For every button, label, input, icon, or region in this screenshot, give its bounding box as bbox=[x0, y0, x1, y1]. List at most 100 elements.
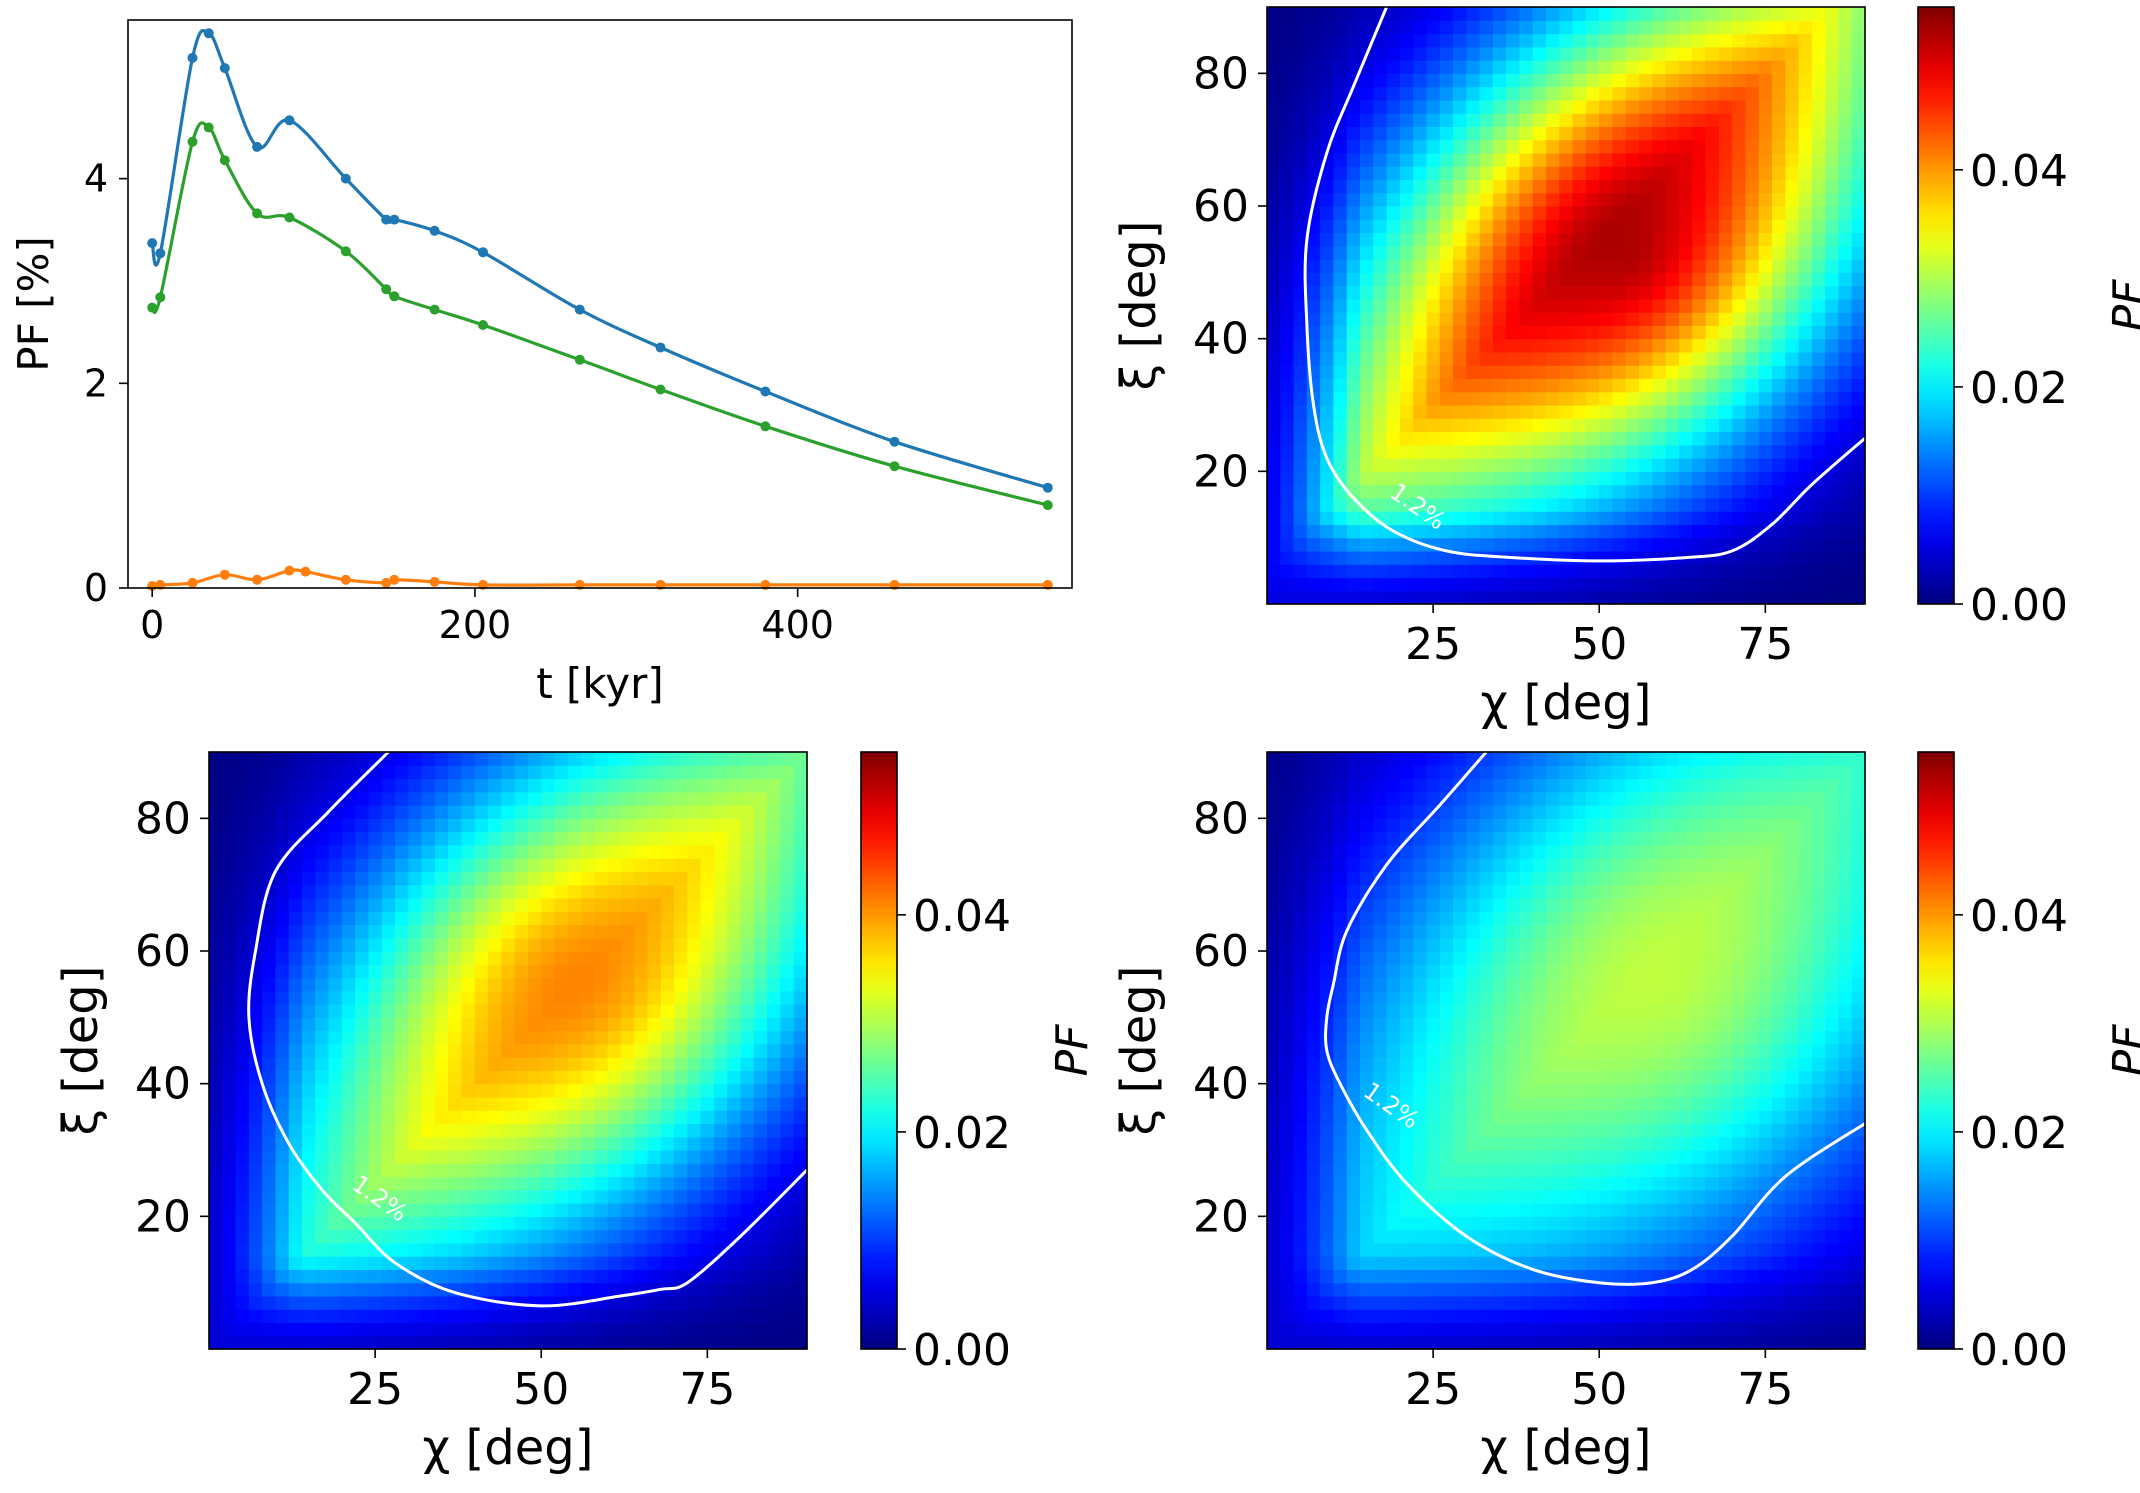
heatmap-cell bbox=[700, 1269, 715, 1284]
heatmap-cell bbox=[594, 1123, 609, 1138]
heatmap-cell bbox=[527, 911, 542, 926]
heatmap-cell bbox=[501, 844, 516, 859]
heatmap-cell bbox=[315, 752, 330, 766]
heatmap-cell bbox=[1439, 272, 1454, 287]
heatmap-cell bbox=[275, 964, 290, 979]
heatmap-cell bbox=[1466, 1043, 1481, 1058]
heatmap-cell bbox=[1665, 298, 1680, 313]
heatmap-cell bbox=[1293, 1163, 1308, 1178]
heatmap-cell bbox=[209, 1083, 223, 1098]
heatmap-cell bbox=[315, 1295, 330, 1310]
heatmap-cell bbox=[767, 1136, 782, 1151]
heatmap-cell bbox=[1492, 391, 1507, 406]
heatmap-cell bbox=[1639, 219, 1653, 234]
heatmap-cell bbox=[1293, 139, 1308, 154]
heatmap-cell bbox=[1479, 33, 1494, 48]
heatmap-cell bbox=[448, 1017, 463, 1032]
heatmap-cell bbox=[381, 1309, 396, 1324]
heatmap-cell bbox=[355, 1017, 370, 1032]
heatmap-cell bbox=[1506, 391, 1521, 406]
heatmap-cell bbox=[713, 844, 728, 859]
heatmap-cell bbox=[1625, 126, 1640, 141]
heatmap-cell bbox=[620, 1096, 635, 1111]
heatmap-cell bbox=[634, 844, 649, 859]
heatmap-cell bbox=[1399, 179, 1414, 194]
heatmap-cell bbox=[1346, 192, 1361, 207]
heatmap-cell bbox=[1718, 577, 1733, 592]
heatmap-cell bbox=[1745, 259, 1760, 273]
heatmap-cell bbox=[1306, 590, 1321, 605]
heatmap-cell bbox=[1267, 86, 1281, 101]
heatmap-cell bbox=[1785, 325, 1800, 340]
heatmap-cell bbox=[700, 937, 715, 952]
heatmap-cell bbox=[1519, 245, 1534, 260]
heatmap-cell bbox=[753, 765, 768, 780]
heatmap-cell bbox=[1639, 312, 1653, 326]
heatmap-cell bbox=[1585, 139, 1600, 154]
heatmap-cell bbox=[302, 1295, 316, 1310]
heatmap-cell bbox=[209, 1070, 223, 1085]
heatmap-cell bbox=[541, 871, 556, 886]
heatmap-cell bbox=[275, 1309, 290, 1324]
heatmap-cell bbox=[355, 1256, 370, 1270]
heatmap-cell bbox=[1506, 73, 1521, 88]
heatmap-cell bbox=[1373, 192, 1388, 207]
heatmap-cell bbox=[753, 990, 768, 1005]
heatmap-cell bbox=[1519, 20, 1534, 35]
heatmap-cell bbox=[793, 1216, 808, 1231]
heatmap-cell bbox=[315, 1123, 330, 1138]
data-point bbox=[1042, 482, 1053, 493]
heatmap-cell bbox=[381, 990, 396, 1005]
heatmap-cell bbox=[740, 1150, 755, 1164]
heatmap-cell bbox=[687, 1335, 702, 1350]
heatmap-cell bbox=[461, 1096, 476, 1111]
heatmap-cell bbox=[740, 844, 755, 859]
heatmap-cell bbox=[740, 924, 755, 939]
heatmap-cell bbox=[1360, 1216, 1374, 1231]
heatmap-cell bbox=[1585, 113, 1600, 127]
heatmap-cell bbox=[634, 1256, 649, 1270]
heatmap-cell bbox=[341, 964, 356, 979]
heatmap-cell bbox=[1625, 550, 1640, 565]
heatmap-cell bbox=[1360, 1004, 1374, 1018]
heatmap-cell bbox=[1466, 431, 1481, 446]
heatmap-cell bbox=[368, 951, 383, 965]
heatmap-cell bbox=[1333, 1282, 1348, 1297]
heatmap-cell bbox=[1333, 818, 1348, 833]
heatmap-cell bbox=[1320, 977, 1335, 992]
heatmap-cell bbox=[1413, 206, 1428, 220]
heatmap-cell bbox=[434, 778, 449, 793]
heatmap-cell bbox=[315, 897, 330, 912]
heatmap-cell bbox=[461, 831, 476, 846]
heatmap-cell bbox=[1532, 577, 1547, 592]
heatmap-cell bbox=[780, 1070, 795, 1085]
heatmap-cell bbox=[302, 1203, 316, 1217]
heatmap-cell bbox=[1639, 431, 1653, 446]
heatmap-cell bbox=[1439, 1110, 1454, 1125]
heatmap-cell bbox=[1811, 298, 1826, 313]
heatmap-cell bbox=[235, 1282, 250, 1297]
heatmap-cell bbox=[408, 884, 423, 899]
heatmap-cell bbox=[1439, 937, 1454, 952]
heatmap-cell bbox=[1306, 46, 1321, 61]
heatmap-cell bbox=[1785, 192, 1800, 207]
heatmap-cell bbox=[381, 871, 396, 886]
heatmap-cell bbox=[302, 844, 316, 859]
heatmap-cell bbox=[1572, 99, 1587, 114]
heatmap-cell bbox=[275, 1083, 290, 1098]
heatmap-cell bbox=[1333, 405, 1348, 419]
heatmap-cell bbox=[687, 977, 702, 992]
heatmap-cell bbox=[1639, 405, 1653, 419]
heatmap-cell bbox=[1280, 285, 1295, 300]
heatmap-cell bbox=[421, 1229, 436, 1244]
heatmap-cell bbox=[1599, 577, 1614, 592]
heatmap-cell bbox=[1293, 511, 1308, 525]
heatmap-cell bbox=[1798, 179, 1813, 194]
heatmap-cell bbox=[713, 1203, 728, 1217]
heatmap-cell bbox=[647, 884, 662, 899]
heatmap-cell bbox=[1492, 844, 1507, 859]
heatmap-cell bbox=[1373, 1083, 1388, 1098]
heatmap-cell bbox=[713, 1017, 728, 1032]
heatmap-cell bbox=[1360, 484, 1374, 499]
heatmap-cell bbox=[395, 1242, 409, 1257]
